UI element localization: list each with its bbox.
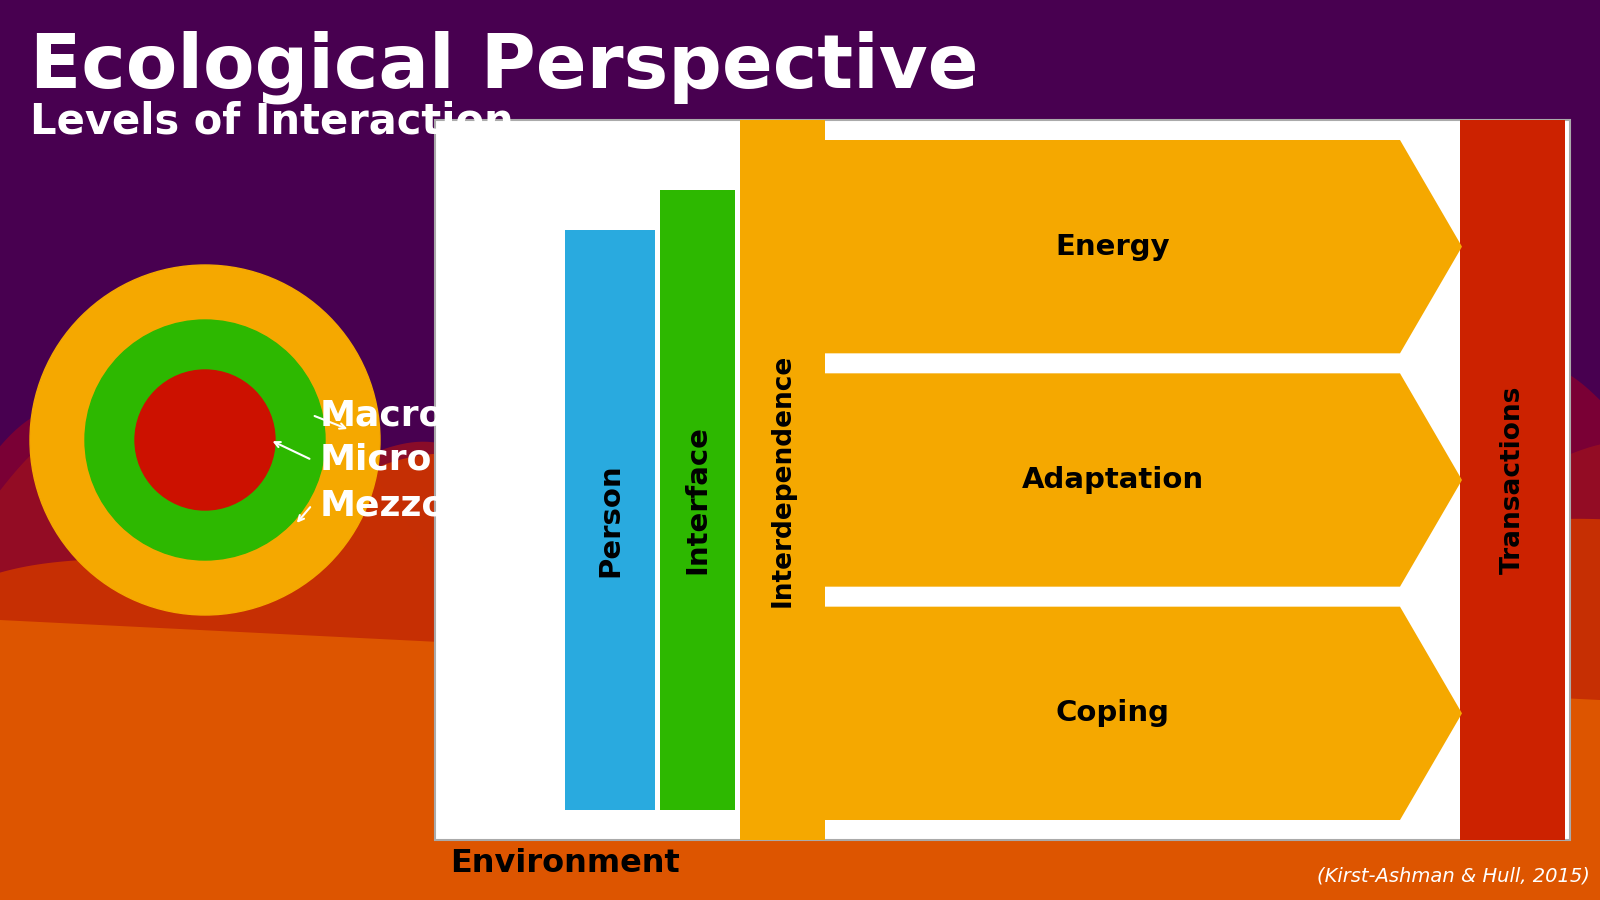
Text: Energy: Energy: [1054, 233, 1170, 261]
Polygon shape: [0, 418, 1600, 900]
Text: Person: Person: [595, 464, 624, 577]
Circle shape: [30, 265, 381, 615]
Text: Interdependence: Interdependence: [770, 354, 795, 607]
Bar: [565, 230, 654, 810]
Text: Interface: Interface: [683, 426, 712, 574]
Polygon shape: [826, 374, 1462, 587]
Polygon shape: [826, 140, 1462, 354]
Text: Macro: Macro: [320, 398, 445, 432]
Bar: [435, 120, 1570, 840]
Polygon shape: [0, 365, 1600, 900]
Bar: [739, 120, 826, 840]
Text: Ecological Perspective: Ecological Perspective: [30, 30, 979, 104]
Text: Adaptation: Adaptation: [1021, 466, 1203, 494]
Text: Environment: Environment: [450, 848, 680, 879]
Text: Coping: Coping: [1056, 699, 1170, 727]
Bar: [1459, 120, 1565, 840]
Text: Transactions: Transactions: [1499, 386, 1525, 574]
Circle shape: [85, 320, 325, 560]
Text: (Kirst-Ashman & Hull, 2015): (Kirst-Ashman & Hull, 2015): [1317, 866, 1590, 885]
Polygon shape: [0, 620, 1600, 900]
Polygon shape: [0, 454, 1600, 900]
Circle shape: [134, 370, 275, 510]
Polygon shape: [826, 607, 1462, 820]
Text: Mezzo: Mezzo: [320, 488, 448, 522]
Bar: [661, 190, 734, 810]
Text: Micro: Micro: [320, 443, 432, 477]
Text: Levels of Interaction: Levels of Interaction: [30, 100, 514, 142]
